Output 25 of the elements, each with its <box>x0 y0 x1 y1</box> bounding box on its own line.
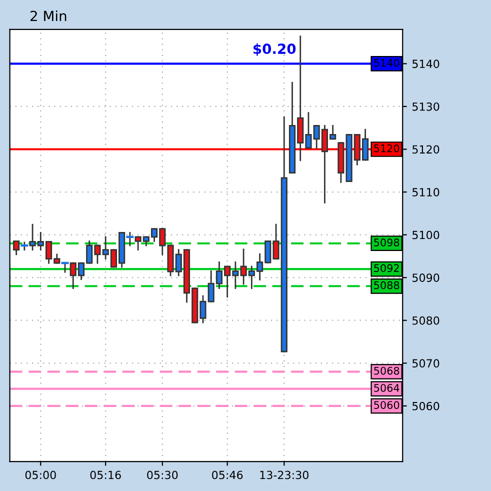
y-tick-label: 5120 <box>412 145 440 154</box>
y-tick-label: 5060 <box>412 402 440 410</box>
ref-line-label: 5098 <box>374 238 400 246</box>
candlestick <box>13 240 20 256</box>
y-tick-label: 5140 <box>412 60 440 68</box>
ref-line-label: 5088 <box>374 281 400 290</box>
x-tick-label: 05:16 <box>90 470 121 480</box>
y-tick-label: 5100 <box>412 230 440 240</box>
x-tick-label: 13-23:30 <box>260 470 308 480</box>
y-tick-label: 5130 <box>412 102 440 111</box>
ref-line-label: 5060 <box>374 401 400 409</box>
annotation: $0.20 <box>253 43 296 56</box>
ref-line-label: 5120 <box>374 144 400 152</box>
ref-line-label: 5068 <box>374 366 400 375</box>
y-tick-label: 5110 <box>412 188 440 196</box>
x-tick-label: 05:00 <box>25 470 56 480</box>
ref-line-label: 5140 <box>374 58 400 67</box>
y-tick-label: 5090 <box>412 274 440 282</box>
ref-line-label: 5064 <box>374 384 400 392</box>
chart-title: 2 Min <box>30 10 66 22</box>
y-tick-label: 5080 <box>412 316 440 325</box>
ref-line-label: 5092 <box>374 264 399 272</box>
x-tick-label: 05:30 <box>147 470 178 480</box>
y-tick-label: 5070 <box>412 359 440 368</box>
x-tick-label: 05:46 <box>212 470 243 480</box>
